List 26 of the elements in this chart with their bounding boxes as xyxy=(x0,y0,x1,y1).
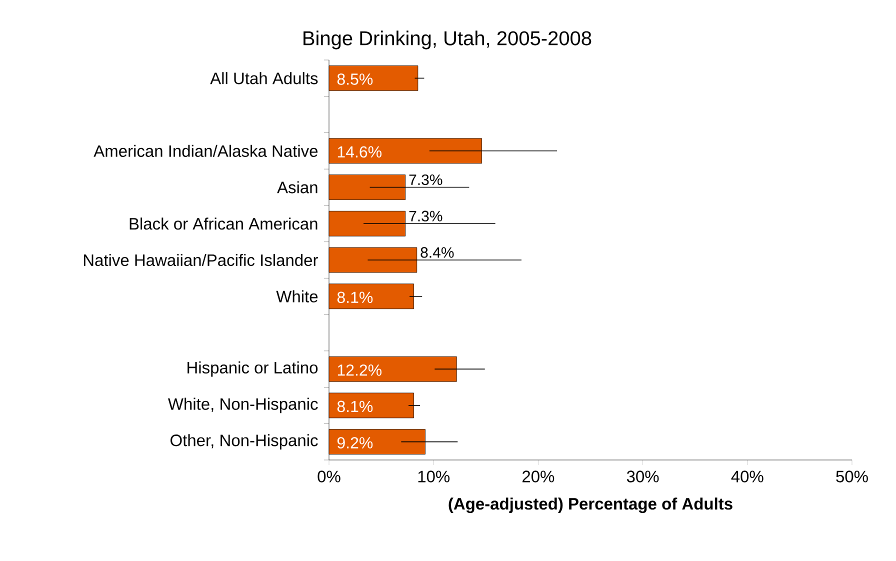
y-tick-label: Asian xyxy=(277,181,318,194)
x-tick-label: 20% xyxy=(522,470,554,482)
data-label: 8.1% xyxy=(337,292,373,304)
y-tick-label: White xyxy=(276,290,318,302)
y-tick-label: White, Non-Hispanic xyxy=(168,398,318,414)
y-tick-label: All Utah Adults xyxy=(210,72,318,84)
data-label: 8.4% xyxy=(420,247,454,258)
data-label: 8.5% xyxy=(337,74,373,85)
x-tick-label: 10% xyxy=(418,470,450,482)
data-label: 7.3% xyxy=(409,174,442,186)
data-label: 8.1% xyxy=(337,400,373,412)
x-tick-label: 30% xyxy=(626,470,659,482)
x-tick-label: 50% xyxy=(836,470,868,482)
y-tick-label: Black or African American xyxy=(130,218,318,230)
x-axis-title: (Age-adjusted) Percentage of Adults xyxy=(448,498,732,514)
chart-title: Binge Drinking, Utah, 2005-2008 xyxy=(304,30,592,50)
y-tick-label: Hispanic or Latino xyxy=(188,361,318,377)
data-label: 14.6% xyxy=(338,146,382,158)
data-label: 9.2% xyxy=(337,437,373,448)
y-tick-label: Native Hawaiian/Pacific Islander xyxy=(84,254,318,266)
data-label: 12.2% xyxy=(338,364,382,376)
y-tick-label: American Indian/Alaska Native xyxy=(94,144,318,157)
data-label: 7.3% xyxy=(409,210,442,222)
x-tick-label: 40% xyxy=(731,470,764,482)
x-tick-label: 0% xyxy=(318,470,340,482)
y-tick-label: Other, Non-Hispanic xyxy=(170,434,318,450)
